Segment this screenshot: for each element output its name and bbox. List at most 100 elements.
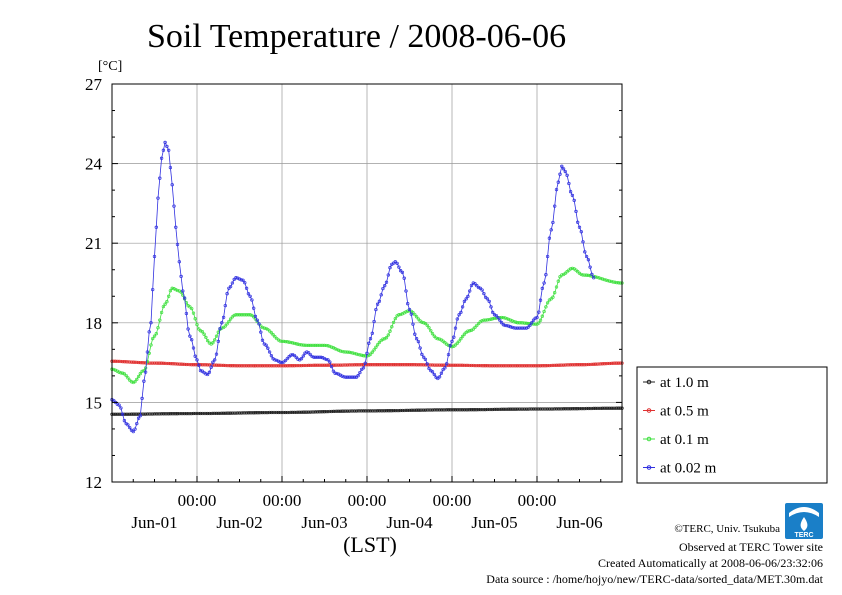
- series-point: [588, 362, 592, 367]
- series-point: [455, 363, 459, 367]
- series-point: [531, 364, 536, 368]
- series-point: [354, 363, 359, 367]
- series-point: [560, 363, 564, 367]
- series-point: [533, 407, 537, 411]
- series-point: [556, 407, 560, 411]
- series-point: [483, 364, 488, 368]
- series-point: [483, 295, 488, 299]
- series-point: [558, 407, 562, 411]
- series-point: [122, 412, 127, 416]
- series-point: [227, 286, 231, 290]
- series-point: [358, 370, 362, 375]
- legend-swatch-marker: [646, 465, 652, 470]
- series-point: [267, 364, 272, 368]
- series-point: [149, 343, 153, 347]
- series-point: [133, 427, 137, 431]
- series-point: [485, 407, 490, 412]
- series-point: [360, 353, 364, 357]
- series-point: [588, 265, 592, 269]
- series-point: [413, 363, 417, 367]
- series-point: [312, 355, 316, 359]
- series-point: [381, 337, 385, 341]
- series-point: [535, 407, 539, 411]
- series-point: [143, 370, 148, 374]
- series-point: [381, 286, 385, 291]
- series-point: [482, 318, 486, 322]
- series-point: [599, 276, 603, 281]
- series-point: [276, 364, 281, 368]
- series-point: [538, 364, 543, 368]
- series-point: [344, 363, 348, 367]
- series-point: [540, 364, 544, 368]
- series-point: [128, 425, 132, 430]
- series-point: [131, 412, 135, 416]
- series-point: [321, 410, 325, 414]
- series-point: [547, 363, 552, 368]
- series-point: [331, 409, 336, 414]
- series-point: [530, 364, 534, 368]
- series-point: [119, 371, 123, 375]
- series-point: [142, 361, 146, 365]
- series-point: [535, 364, 539, 368]
- series-point: [306, 363, 311, 368]
- series-point: [167, 412, 171, 416]
- series-point: [512, 364, 516, 368]
- series-point: [561, 407, 566, 411]
- series-point: [606, 406, 610, 410]
- y-tick-label: 24: [85, 155, 103, 174]
- series-point: [223, 324, 227, 328]
- series-point: [244, 313, 249, 317]
- series-point: [338, 409, 343, 413]
- series-point: [184, 311, 189, 316]
- series-at-0-5-m: [110, 359, 624, 368]
- series-point: [508, 364, 513, 368]
- series-point: [402, 276, 406, 280]
- series-point: [466, 294, 470, 299]
- series-point: [259, 364, 263, 368]
- series-point: [448, 408, 452, 412]
- series-point: [496, 364, 500, 368]
- series-point: [579, 363, 583, 367]
- series-point: [228, 317, 233, 321]
- series-point: [540, 407, 544, 411]
- series-point: [312, 343, 316, 348]
- series-point: [574, 209, 578, 214]
- series-point: [568, 190, 573, 194]
- series-point: [213, 363, 217, 367]
- series-point: [413, 408, 417, 412]
- series-point: [537, 321, 541, 325]
- series-point: [246, 411, 251, 415]
- y-tick-label: 21: [85, 234, 102, 253]
- series-point: [441, 367, 445, 372]
- series-point: [158, 412, 162, 416]
- series-point: [561, 167, 566, 171]
- series-point: [301, 354, 305, 358]
- series-point: [524, 407, 529, 411]
- series-point: [313, 355, 318, 359]
- series-point: [216, 339, 220, 344]
- series-point: [128, 378, 132, 382]
- series-point: [299, 343, 304, 347]
- series-point: [530, 321, 534, 325]
- series-point: [537, 364, 541, 368]
- series-point: [305, 363, 309, 368]
- series-point: [565, 363, 569, 367]
- series-point: [606, 361, 610, 366]
- series-point: [156, 412, 160, 416]
- series-point: [236, 411, 240, 415]
- series-point: [230, 364, 235, 368]
- series-point: [122, 372, 127, 376]
- series-point: [294, 342, 298, 346]
- series-point: [395, 363, 399, 367]
- series-point: [384, 280, 389, 284]
- series-point: [315, 343, 320, 348]
- series-point: [521, 321, 525, 325]
- series-point: [469, 408, 474, 412]
- series-point: [370, 331, 374, 335]
- series-point: [544, 364, 548, 368]
- series-point: [393, 260, 397, 264]
- series-point: [220, 411, 224, 415]
- series-point: [246, 364, 251, 368]
- series-point: [167, 148, 171, 152]
- series-point: [404, 289, 408, 293]
